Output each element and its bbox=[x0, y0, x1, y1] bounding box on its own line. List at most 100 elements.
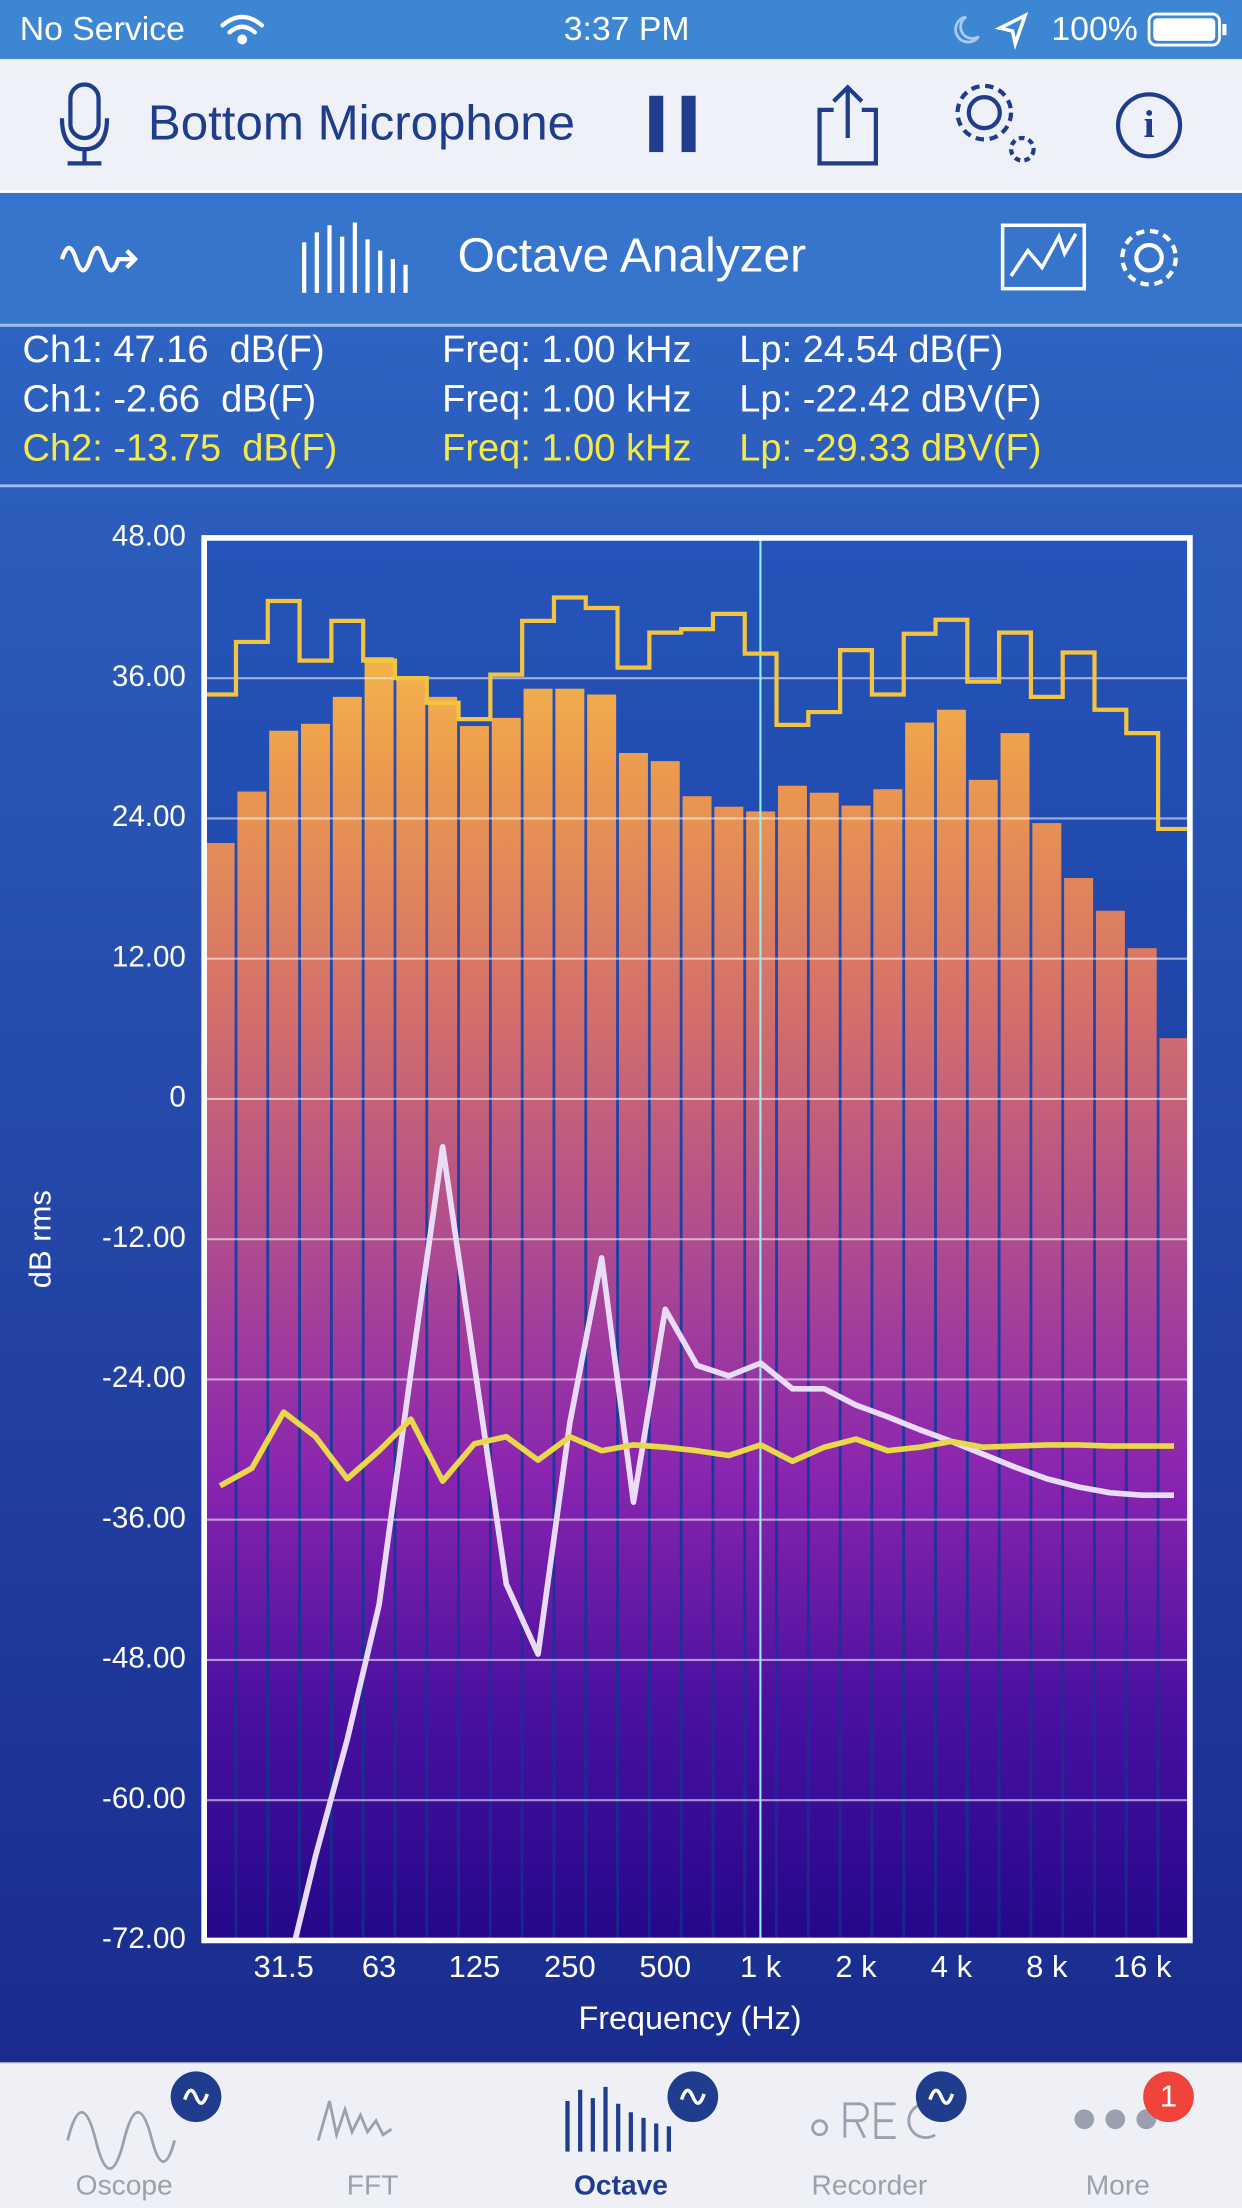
toolbar bbox=[0, 59, 1242, 191]
bar bbox=[650, 761, 680, 1941]
readout: Freq: 1.00 kHz bbox=[442, 428, 691, 470]
y-tick-label: -24.00 bbox=[102, 1361, 186, 1394]
battery-icon bbox=[1147, 12, 1227, 47]
trace bbox=[218, 1409, 1174, 1489]
status-bar bbox=[0, 0, 1242, 60]
x-tick-label: 8 k bbox=[1026, 1949, 1068, 1984]
x-axis-label: Frequency (Hz) bbox=[578, 2000, 801, 2036]
y-tick-label: -72.00 bbox=[102, 1922, 186, 1955]
tab-icon bbox=[1105, 2109, 1126, 2130]
octave-icon bbox=[302, 222, 408, 293]
tab[interactable]: FFT bbox=[316, 2100, 399, 2200]
y-tick-label: 24.00 bbox=[112, 800, 186, 833]
share-button[interactable] bbox=[817, 84, 878, 166]
readout: Lp: 24.54 dB(F) bbox=[739, 329, 1003, 371]
bar bbox=[459, 726, 489, 1941]
bar bbox=[968, 779, 998, 1941]
bar bbox=[523, 688, 553, 1941]
x-tick-label: 4 k bbox=[931, 1949, 973, 1984]
bar bbox=[1095, 910, 1125, 1941]
tab[interactable]: Recorder bbox=[811, 2071, 967, 2200]
bar bbox=[205, 842, 235, 1941]
clock: 3:37 PM bbox=[564, 10, 690, 48]
bar bbox=[1064, 878, 1094, 1941]
analyzer-title: Octave Analyzer bbox=[458, 230, 807, 283]
y-tick-label: -36.00 bbox=[102, 1502, 186, 1535]
trace bbox=[292, 1144, 1174, 1941]
bar bbox=[905, 722, 935, 1941]
octave-chart: 48.00 36.00 24.00 12.00 0 -12.00 -24.00 -36.00 -… bbox=[22, 520, 1193, 2036]
readout: Freq: 1.00 kHz bbox=[442, 329, 691, 371]
battery-level: 100% bbox=[1051, 10, 1137, 48]
tabs: Oscope FFT Octave Recorder More 1 bbox=[66, 2071, 1194, 2200]
bar bbox=[873, 789, 903, 1941]
notification-badge bbox=[1143, 2071, 1194, 2123]
pause-button[interactable] bbox=[649, 95, 696, 153]
bar bbox=[1032, 823, 1062, 1941]
y-tick-label: -60.00 bbox=[102, 1782, 186, 1815]
analyzer-settings-button[interactable] bbox=[1120, 228, 1178, 287]
bar bbox=[777, 785, 807, 1941]
x-tick-label: 2 k bbox=[835, 1949, 877, 1984]
tab-label: FFT bbox=[347, 2169, 399, 2200]
bar bbox=[332, 696, 362, 1941]
x-tick-label: 63 bbox=[362, 1949, 396, 1984]
x-tick-label: 16 k bbox=[1113, 1949, 1172, 1984]
tab[interactable]: Octave bbox=[565, 2071, 719, 2200]
bar bbox=[491, 717, 521, 1941]
traces bbox=[204, 595, 1190, 1941]
signal-badge-icon bbox=[183, 2088, 209, 2105]
signal-badge-icon bbox=[928, 2088, 955, 2105]
tab-label: Oscope bbox=[76, 2169, 173, 2200]
tab[interactable]: Oscope bbox=[66, 2071, 222, 2200]
bar bbox=[1000, 733, 1030, 1941]
peak-hold-trace bbox=[204, 595, 1190, 832]
trace-button[interactable] bbox=[1000, 223, 1087, 291]
tab[interactable]: More 1 bbox=[1074, 2071, 1194, 2200]
notification-count: 1 bbox=[1160, 2078, 1177, 2113]
tab-icon bbox=[811, 2102, 936, 2139]
x-tick-label: 31.5 bbox=[254, 1949, 314, 1984]
wifi-icon bbox=[220, 14, 265, 45]
readouts: Ch1: 47.16 dB(F) Freq: 1.00 kHz Lp: 24.54 … bbox=[23, 329, 1042, 470]
signal-badge-icon bbox=[679, 2088, 706, 2105]
readout: Ch2: -13.75 dB(F) bbox=[23, 428, 338, 470]
x-tick-label: 1 k bbox=[740, 1949, 782, 1984]
bar bbox=[936, 709, 966, 1941]
bar bbox=[841, 805, 871, 1941]
input-source[interactable]: Bottom Microphone bbox=[148, 96, 575, 151]
bar bbox=[428, 696, 458, 1941]
svg-text:i: i bbox=[1144, 102, 1155, 146]
x-tick-label: 500 bbox=[639, 1949, 691, 1984]
readout: Freq: 1.00 kHz bbox=[442, 378, 691, 420]
settings-button[interactable] bbox=[955, 83, 1036, 163]
location-icon bbox=[994, 11, 1029, 51]
y-tick-label: -48.00 bbox=[102, 1642, 186, 1675]
readout: Lp: -29.33 dBV(F) bbox=[739, 428, 1041, 470]
y-tick-label: 48.00 bbox=[112, 520, 186, 553]
x-tick-label: 250 bbox=[544, 1949, 596, 1984]
tab-label: Recorder bbox=[811, 2169, 927, 2200]
bar bbox=[555, 688, 585, 1941]
bar bbox=[269, 730, 299, 1941]
bars bbox=[205, 657, 1189, 1941]
readout: Lp: -22.42 dBV(F) bbox=[739, 378, 1041, 420]
generator-button[interactable] bbox=[59, 245, 139, 273]
info-button[interactable]: i bbox=[1115, 92, 1183, 159]
microphone-icon[interactable] bbox=[59, 82, 110, 166]
bar bbox=[237, 791, 267, 1941]
bar bbox=[364, 657, 394, 1941]
y-tick-label: 36.00 bbox=[112, 660, 186, 693]
tab-icon bbox=[316, 2100, 393, 2141]
tab-icon bbox=[66, 2110, 176, 2170]
axes: 48.00 36.00 24.00 12.00 0 -12.00 -24.00 -36.00 -… bbox=[102, 520, 1172, 1984]
bar bbox=[618, 752, 648, 1941]
tab-label: More bbox=[1086, 2169, 1150, 2200]
bar bbox=[1159, 1038, 1189, 1941]
readout: Ch1: 47.16 dB(F) bbox=[23, 329, 325, 371]
readout: Ch1: -2.66 dB(F) bbox=[23, 378, 317, 420]
y-axis-label: dB rms bbox=[22, 1190, 57, 1288]
bar bbox=[809, 792, 839, 1941]
